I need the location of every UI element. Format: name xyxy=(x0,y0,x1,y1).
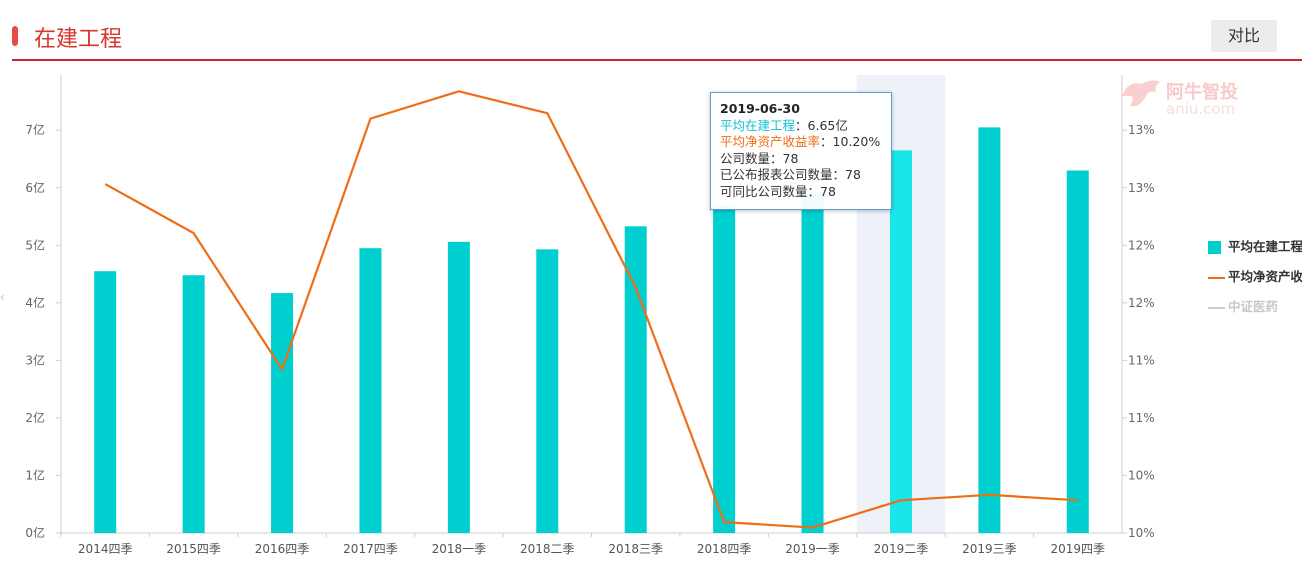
watermark-logo: 阿牛智投 aniu.com xyxy=(1118,74,1238,118)
tooltip-value: 78 xyxy=(782,150,799,166)
x-tick-label: 2019一季 xyxy=(785,542,840,556)
header: 在建工程 对比 xyxy=(0,0,1302,62)
tooltip-label: 平均净资产收益率 xyxy=(720,134,821,150)
chart-tooltip: 2019-06-30 平均在建工程：6.65亿 平均净资产收益率：10.20% … xyxy=(710,92,892,210)
right-tick-label: 13% xyxy=(1128,123,1155,137)
tooltip-value: 6.65亿 xyxy=(807,117,848,133)
legend-label: 中证医药 xyxy=(1228,299,1279,314)
tooltip-row: 平均在建工程：6.65亿 xyxy=(720,117,848,133)
chart-svg: 0亿 1亿 2亿 3亿 4亿 5亿 6亿 7亿 10% 10% 11% 11% 12% 12% 13% 13%… xyxy=(25,75,1155,556)
bar-avg-construction xyxy=(94,271,117,533)
tooltip-row: 已公布报表公司数量：78 xyxy=(720,167,861,183)
tooltip-value: 10.20% xyxy=(832,134,881,150)
chevron-left-icon[interactable]: ‹ xyxy=(0,290,5,304)
x-tick-label: 2014四季 xyxy=(78,542,133,556)
bar-avg-construction xyxy=(1066,170,1089,533)
bar-avg-construction xyxy=(447,241,470,533)
header-divider xyxy=(12,59,1302,61)
legend-item-avg-roe[interactable]: 平均净资产收益率 xyxy=(1206,266,1302,296)
bar-avg-construction xyxy=(359,248,382,533)
x-tick-label: 2016四季 xyxy=(255,542,310,556)
legend-item-csi-medicine[interactable]: 中证医药 xyxy=(1206,296,1302,326)
tooltip-label: 可同比公司数量 xyxy=(720,183,808,199)
bar-avg-construction xyxy=(536,249,559,533)
x-tick-label: 2019二季 xyxy=(874,542,929,556)
legend-swatch-line xyxy=(1208,277,1225,279)
left-tick-label: 2亿 xyxy=(25,410,45,425)
x-tick-label: 2019三季 xyxy=(962,542,1017,556)
bull-logo-icon xyxy=(1122,80,1160,107)
bar-avg-construction xyxy=(182,275,205,533)
chart-legend: 平均在建工程 平均净资产收益率 中证医药 xyxy=(1206,236,1302,326)
right-tick-label: 11% xyxy=(1128,353,1155,367)
x-tick-label: 2019四季 xyxy=(1051,542,1106,556)
left-tick-label: 1亿 xyxy=(25,467,45,482)
line-avg-roe xyxy=(104,90,1078,529)
tooltip-label: 平均在建工程 xyxy=(720,117,796,133)
left-tick-label: 3亿 xyxy=(25,352,45,367)
right-tick-label: 13% xyxy=(1128,181,1155,195)
tooltip-row: 公司数量：78 xyxy=(720,150,799,166)
left-tick-label: 6亿 xyxy=(25,180,45,195)
legend-swatch-line xyxy=(1208,307,1225,309)
legend-swatch-bar xyxy=(1208,241,1221,254)
compare-button[interactable]: 对比 xyxy=(1211,20,1277,52)
x-tick-label: 2015四季 xyxy=(166,542,221,556)
bar-avg-construction xyxy=(889,150,912,533)
x-tick-label: 2018一季 xyxy=(432,542,487,556)
legend-label: 平均净资产收益率 xyxy=(1228,269,1302,284)
legend-item-avg-construction[interactable]: 平均在建工程 xyxy=(1206,236,1302,266)
right-tick-label: 10% xyxy=(1128,468,1155,482)
x-tick-label: 2018四季 xyxy=(697,542,752,556)
tooltip-value: 78 xyxy=(820,183,836,199)
right-tick-label: 10% xyxy=(1128,526,1155,540)
left-tick-label: 4亿 xyxy=(25,295,45,310)
legend-label: 平均在建工程 xyxy=(1228,239,1302,254)
left-tick-label: 5亿 xyxy=(25,237,45,252)
bar-avg-construction xyxy=(978,127,1001,533)
left-tick-label: 0亿 xyxy=(25,525,45,540)
tooltip-label: 公司数量 xyxy=(720,150,771,166)
right-tick-label: 12% xyxy=(1128,238,1155,252)
tooltip-label: 已公布报表公司数量 xyxy=(720,167,833,183)
x-tick-label: 2017四季 xyxy=(343,542,398,556)
watermark-brand: 阿牛智投 xyxy=(1166,82,1238,103)
tooltip-value: 78 xyxy=(845,167,861,183)
x-tick-label: 2018三季 xyxy=(608,542,663,556)
tooltip-row: 平均净资产收益率：10.20% xyxy=(720,134,881,150)
bar-avg-construction xyxy=(271,293,294,533)
right-tick-label: 12% xyxy=(1128,296,1155,310)
right-tick-label: 11% xyxy=(1128,411,1155,425)
bar-avg-construction xyxy=(713,205,736,534)
watermark-domain: aniu.com xyxy=(1166,100,1236,118)
bar-avg-construction xyxy=(801,193,824,533)
left-tick-label: 7亿 xyxy=(25,122,45,137)
x-tick-label: 2018二季 xyxy=(520,542,575,556)
page-title: 在建工程 xyxy=(34,27,123,52)
tooltip-row: 可同比公司数量：78 xyxy=(720,183,836,199)
tooltip-date: 2019-06-30 xyxy=(720,101,800,116)
title-accent-bar xyxy=(12,26,18,46)
